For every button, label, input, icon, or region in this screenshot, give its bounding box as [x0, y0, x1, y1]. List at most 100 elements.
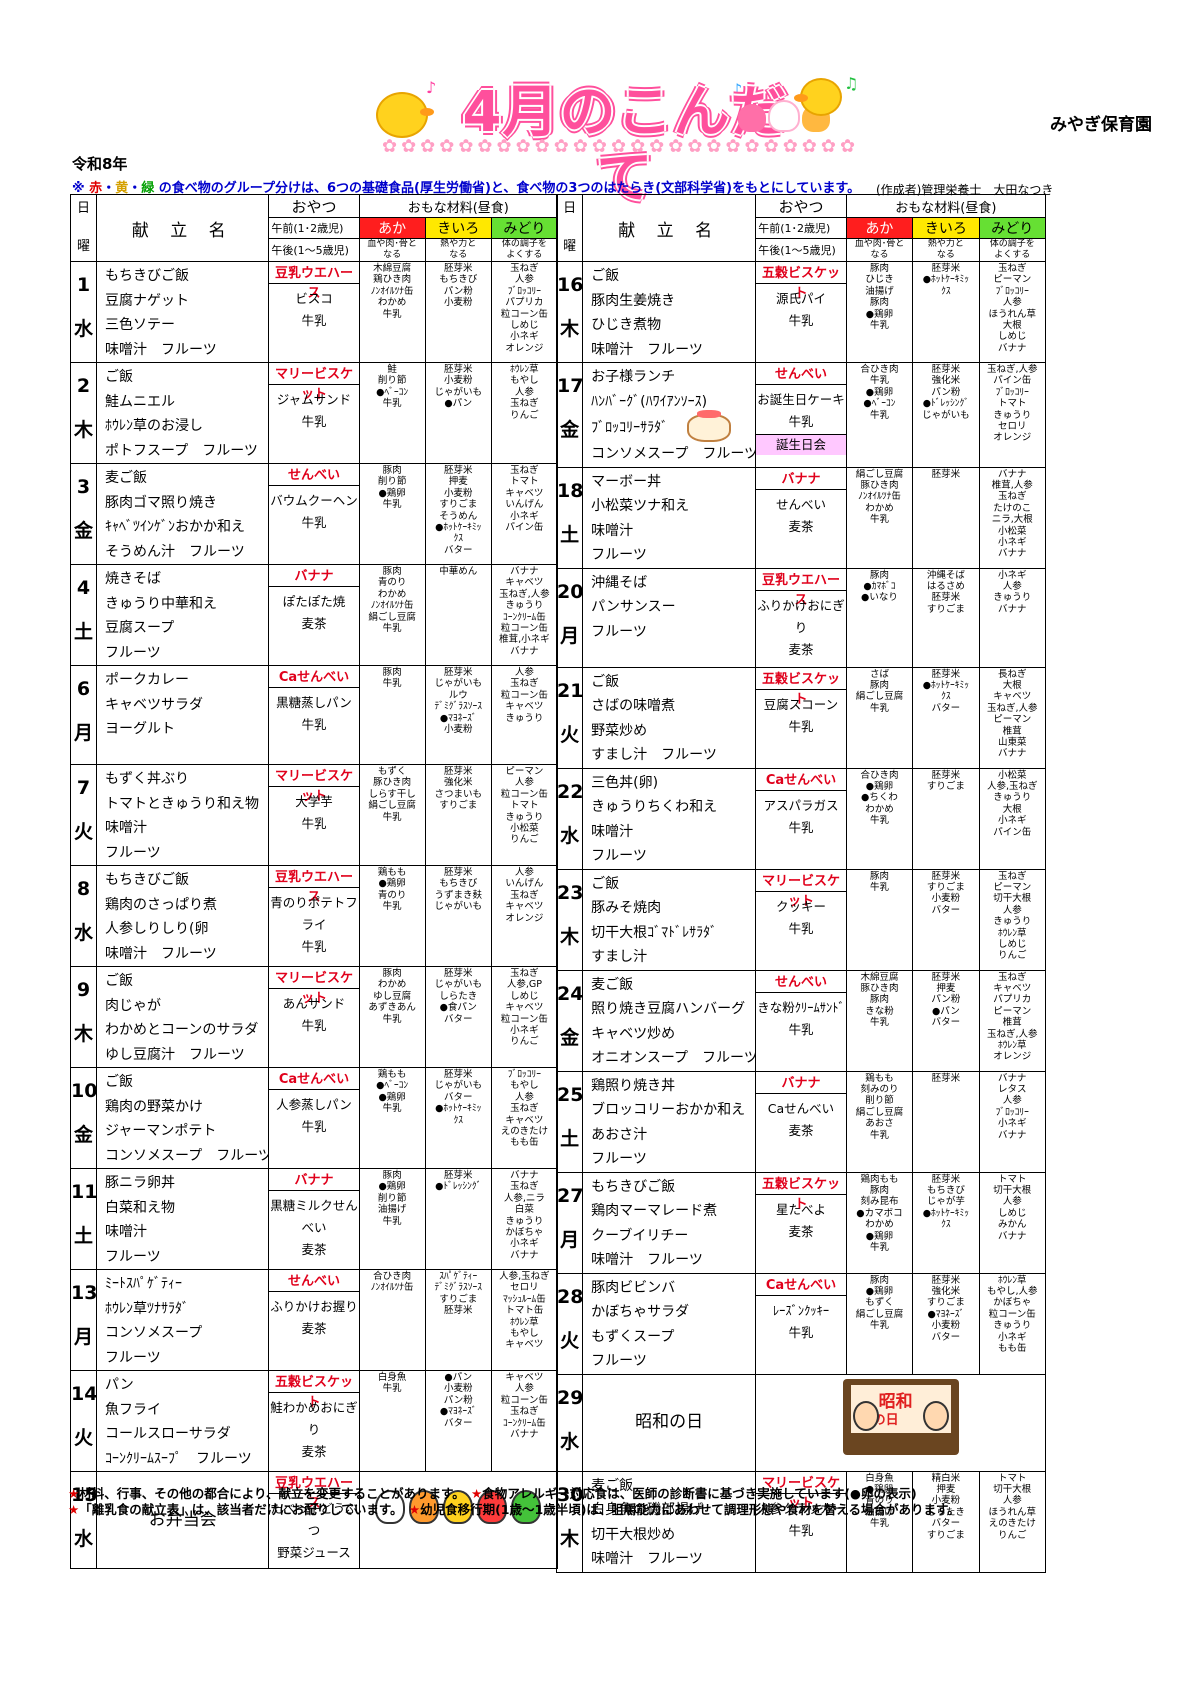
ingredient: 小麦粉 [443, 297, 473, 309]
green-ingredients: 玉ねぎ,人参 パイン缶 ﾌﾞﾛｯｺﾘｰ トマト きゅうり セロリ オレンジ [978, 362, 1047, 468]
ingredient: ●ﾏﾖﾈｰｽﾞ [439, 712, 477, 724]
ingredient: 削り節 [377, 1192, 407, 1204]
ingredient: 牛乳 [382, 499, 402, 511]
ingredient: わかめ [865, 803, 894, 815]
ingredient: ●パン [931, 1005, 960, 1017]
dish-item: フルーツ [105, 844, 161, 861]
ingredient: パプリカ [993, 994, 1032, 1006]
header-dish-name: 献 立 名 [582, 194, 757, 262]
day-number: 2 [76, 375, 91, 397]
ingredient: 小麦粉 [931, 1495, 961, 1507]
am-snack: マリービスケット [756, 870, 846, 909]
pm-snack: 黒糖ミルクせんべい 麦茶 [270, 1191, 358, 1261]
ingredient: 豚肉 [382, 968, 402, 979]
day-cell: 14 火 [69, 1370, 98, 1472]
dish-item: 鶏肉の野菜かけ [105, 1098, 204, 1115]
ingredient: りんご [510, 834, 539, 846]
ingredient: 小ネギ [510, 510, 539, 522]
dish-item: 豚みそ焼肉 [591, 900, 662, 916]
pm-snack: せんべい 麦茶 [757, 490, 846, 538]
yellow-ingredients: 胚芽米 もちきび うずまき麸 じゃがいも [424, 865, 492, 967]
header-green-group: みどり [978, 217, 1047, 239]
pm-snack-item: 牛乳 [301, 717, 327, 732]
dish-list: 麦ご飯 白身魚の磯部揚げ 切干大根炒め 味噌汁 フルーツ [582, 1470, 757, 1573]
snack-cell: マリービスケット クッキー 牛乳 [755, 868, 847, 971]
dish-item: きゅうりちくわ和え [591, 799, 718, 815]
dish-item: もちきびご飯 [591, 1178, 676, 1195]
ingredient: 豚肉 [382, 566, 402, 577]
yellow-ingredients: ｽﾊﾟｹﾞﾃｨｰ ﾃﾞﾐｸﾞﾗｽｿｰｽ すりごま 胚芽米 [424, 1269, 492, 1371]
yellow-ingredients: 胚芽米 押麦 小麦粉 すりごま そうめん ●ﾎｯﾄｹｰｷﾐｯ ｸｽ バター [424, 463, 492, 565]
ingredient: ●ﾎｯﾄｹｰｷﾐｯ [435, 1103, 482, 1115]
ingredient: ●鶏卵 [865, 308, 894, 320]
ingredient: 牛乳 [869, 1017, 889, 1029]
ingredient: 胚芽米 [931, 971, 961, 983]
yellow-ingredients: 胚芽米 すりごま [912, 767, 980, 870]
ingredient: わかめ [377, 297, 407, 309]
dish-item: フルーツ [591, 547, 647, 563]
menu-row: 3 金麦ご飯 豚肉ゴマ照り焼き ｷｬﾍﾞﾂｲﾝｹﾞﾝおかか和え そうめん汁 フルーツ せん… [69, 463, 559, 565]
ingredient: ●ﾍﾞｰｺﾝ [376, 1080, 409, 1092]
ingredient: えのきたけ [988, 1518, 1036, 1530]
ingredient: 玉ねぎ [998, 263, 1027, 274]
ingredient: ●食パン [439, 1002, 477, 1014]
ingredient: 刻みのり [860, 1083, 899, 1095]
ingredient: ﾌﾞﾛｯｺﾘｰ [507, 285, 542, 297]
dish-item: パンサンスー [591, 599, 676, 615]
dish-item: ご飯 [105, 1074, 134, 1090]
ingredient: 牛乳 [382, 1383, 402, 1395]
dish-item: 豆腐ナゲット [105, 292, 190, 309]
dish-item: 味噌汁 フルーツ [591, 1252, 703, 1268]
dish-item: 人参しりしり(卵 [105, 921, 209, 937]
ingredient: セロリ [510, 1282, 539, 1294]
dish-item: ブロッコリーおかか和え [591, 1102, 746, 1118]
red-ingredients: 木綿豆腐 豚ひき肉 豚肉 きな粉 牛乳 [845, 969, 914, 1072]
dish-item: フルーツ [591, 1151, 647, 1167]
red-ingredients: 豚肉 ●鶏卵 削り節 油揚げ 牛乳 [358, 1168, 426, 1270]
ingredient: 豚肉 [869, 1184, 889, 1196]
weekday: 土 [560, 523, 580, 546]
ingredient: 削り節 [865, 1095, 894, 1107]
red-ingredients: 絹ごし豆腐 豚ひき肉 ﾉﾝｵｲﾙﾂﾅ缶 わかめ 牛乳 [845, 466, 914, 569]
dish-item: フルーツ [591, 848, 647, 864]
weekday: 木 [560, 318, 580, 340]
ingredient: 小麦粉 [931, 1320, 961, 1332]
dish-list: お子様ランチ ﾊﾝﾊﾞｰｸﾞ(ﾊﾜｲｱﾝｿｰｽ) ﾌﾞﾛｯｺﾘｰｻﾗﾀﾞ コンソメス… [582, 362, 757, 468]
header-red-description: 血や肉･骨と なる [358, 238, 426, 262]
ingredient: 牛乳 [869, 514, 889, 526]
ingredient: しらたき [926, 1506, 965, 1518]
dish-item: コンソメスープ フルーツ [591, 446, 756, 462]
header-green-description: 体の調子を よくする [490, 238, 559, 262]
dish-item: フルーツ [105, 1248, 161, 1265]
weekday: 金 [74, 1124, 94, 1146]
green-ingredients: ピーマン 人参 粒コーン缶 トマト きゅうり 小松菜 りんご [490, 764, 559, 866]
ingredient: 青のり [377, 889, 407, 901]
ingredient: 切干大根 [993, 1483, 1032, 1495]
ingredient: ｸｽ [453, 1114, 463, 1126]
am-snack: 五穀ビスケット [756, 668, 846, 707]
ingredient: パイン缶 [993, 375, 1032, 387]
ingredient: しめじ [998, 331, 1027, 343]
pm-snack: ふりかけおにぎり 麦茶 [757, 591, 846, 661]
menu-row: 27 月もちきびご飯 鶏肉マーマレード煮 クーブイリチー 味噌汁 フルーツ 五穀ビスケット… [555, 1171, 1047, 1274]
ingredient: 玉ねぎ [998, 971, 1027, 983]
ingredient: 豚ひき肉 [373, 777, 412, 789]
ingredient: ●ﾍﾞｰｺﾝ [376, 386, 409, 398]
am-snack: マリービスケット [269, 766, 359, 804]
ingredient: すりごま [926, 1297, 965, 1309]
ingredient: 玉ねぎ [510, 465, 539, 476]
ingredient: 油揚げ [865, 1506, 894, 1518]
ingredient: 牛乳 [382, 901, 402, 913]
ingredient: ●ﾎｯﾄｹｰｷﾐｯ [922, 1207, 969, 1219]
dish-item: ﾎｳﾚﾝ草ﾂﾅｻﾗﾀﾞ [105, 1300, 190, 1317]
ingredient: すりごま [926, 881, 965, 893]
ingredient: 粒コーン缶 [500, 689, 548, 701]
am-snack: バナナ [269, 1170, 359, 1191]
pm-snack: 星たべよ 麦茶 [757, 1195, 846, 1243]
pm-snack: バウムクーヘン 牛乳 [270, 486, 358, 534]
ingredient: じゃが芋 [926, 1196, 965, 1208]
ingredient: バター [931, 1518, 961, 1530]
ingredient: ﾎｳﾚﾝ草 [510, 364, 539, 375]
ingredient: バナナ [998, 1230, 1027, 1242]
